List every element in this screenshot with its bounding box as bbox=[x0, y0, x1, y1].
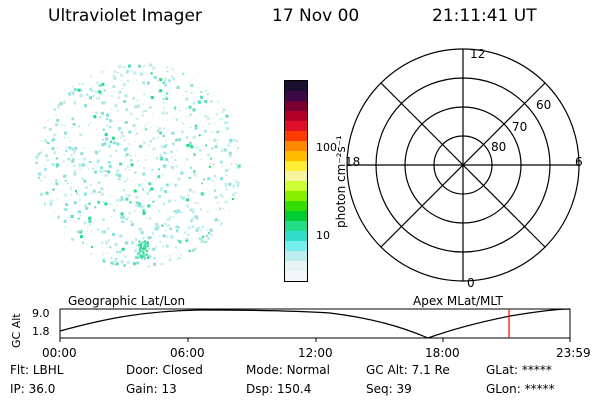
colorbar-segment bbox=[285, 121, 307, 131]
colorbar-segment bbox=[285, 111, 307, 121]
polar-label-80: 80 bbox=[491, 140, 507, 154]
status-door: Door: Closed bbox=[126, 363, 203, 377]
colorbar-tick-100: 100 bbox=[316, 141, 337, 154]
apex-title: Apex MLat/MLT bbox=[413, 294, 503, 308]
polar-label-60: 60 bbox=[536, 98, 552, 112]
alt-curve bbox=[59, 308, 571, 339]
alt-xtick-2359: 23:59 bbox=[556, 346, 591, 360]
colorbar-segment bbox=[285, 201, 307, 211]
alt-xtick-1800: 18:00 bbox=[425, 346, 460, 360]
status-gain: Gain: 13 bbox=[126, 382, 177, 396]
status-glon: GLon: ***** bbox=[486, 382, 555, 396]
instrument-title: Ultraviolet Imager bbox=[48, 6, 202, 26]
colorbar-segment bbox=[285, 231, 307, 241]
colorbar-segment bbox=[285, 181, 307, 191]
colorbar-segment bbox=[285, 171, 307, 181]
status-flt: Flt: LBHL bbox=[10, 363, 64, 377]
colorbar-segment bbox=[285, 271, 307, 281]
alt-ytick-9: 9.0 bbox=[32, 307, 50, 320]
colorbar-segment bbox=[285, 261, 307, 271]
polar-label-0: 0 bbox=[467, 276, 475, 290]
colorbar-segment bbox=[285, 91, 307, 101]
colorbar-tick-10: 10 bbox=[316, 229, 330, 242]
polar-diagonal-2 bbox=[380, 82, 546, 248]
polar-label-18: 18 bbox=[345, 155, 361, 169]
colorbar-segment bbox=[285, 81, 307, 91]
colorbar-segment bbox=[285, 211, 307, 221]
colorbar-segment bbox=[285, 251, 307, 261]
colorbar-segment bbox=[285, 131, 307, 141]
polar-label-12: 12 bbox=[470, 47, 486, 61]
status-seq: Seq: 39 bbox=[366, 382, 412, 396]
colorbar-segment bbox=[285, 241, 307, 251]
status-mode: Mode: Normal bbox=[246, 363, 330, 377]
colorbar-segment bbox=[285, 221, 307, 231]
status-ip: IP: 36.0 bbox=[10, 382, 56, 396]
colorbar-segment bbox=[285, 161, 307, 171]
status-dsp: Dsp: 150.4 bbox=[246, 382, 312, 396]
colorbar-segment bbox=[285, 151, 307, 161]
time-label: 21:11:41 UT bbox=[432, 6, 537, 26]
colorbar-segment bbox=[285, 141, 307, 151]
alt-xtick-1200: 12:00 bbox=[298, 346, 333, 360]
colorbar bbox=[284, 80, 308, 282]
alt-xtick-0600: 06:00 bbox=[170, 346, 205, 360]
geographic-title: Geographic Lat/Lon bbox=[68, 294, 186, 308]
polar-label-70: 70 bbox=[512, 120, 528, 134]
status-gc-alt: GC Alt: 7.1 Re bbox=[366, 363, 450, 377]
date-label: 17 Nov 00 bbox=[272, 6, 360, 26]
colorbar-segment bbox=[285, 101, 307, 111]
status-glat: GLat: ***** bbox=[486, 363, 552, 377]
alt-plot-frame bbox=[59, 308, 571, 339]
polar-label-6: 6 bbox=[575, 155, 583, 169]
colorbar-segment bbox=[285, 191, 307, 201]
alt-ytick-1.8: 1.8 bbox=[32, 325, 50, 338]
alt-xtick-0000: 00:00 bbox=[42, 346, 77, 360]
